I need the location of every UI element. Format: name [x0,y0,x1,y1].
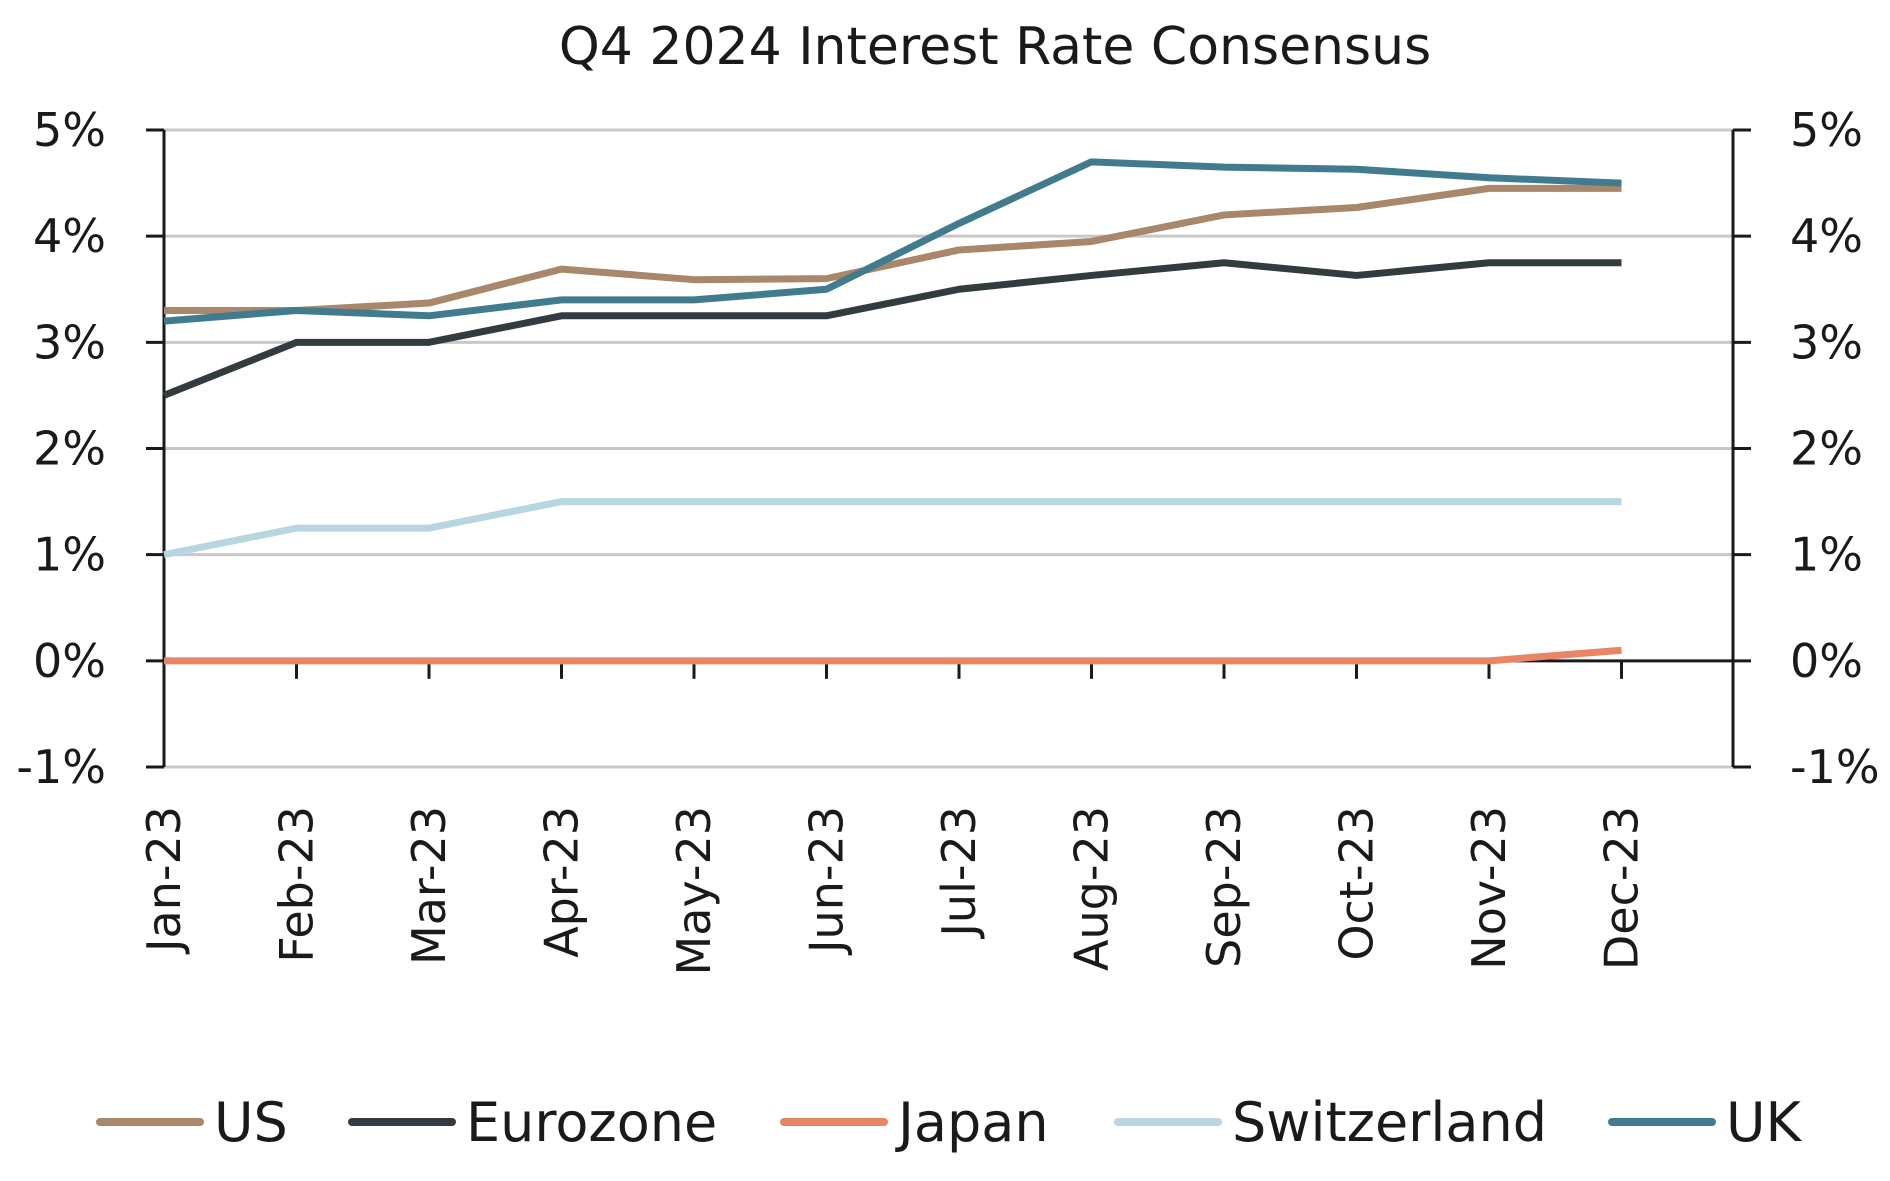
series-lines [162,158,1622,665]
series-line-uk [163,158,1622,325]
x-tick-label: May-23 [667,806,721,975]
y-tick-label-left: -1% [16,740,106,794]
y-tick-label-left: 4% [33,209,106,263]
y-tick-label-right: 2% [1790,422,1863,476]
legend-label: Eurozone [466,1091,717,1154]
legend-label: US [214,1091,288,1154]
legend-label: Switzerland [1232,1091,1547,1154]
y-tick-label-left: 5% [33,103,106,157]
legend-item-uk: UK [1608,1091,1803,1154]
y-tick-label-left: 2% [33,422,106,476]
legend-label: Japan [895,1091,1049,1154]
y-tick-label-right: 5% [1790,103,1863,157]
legend-item-japan: Japan [780,1091,1049,1154]
x-tick-label: Feb-23 [270,806,324,963]
y-tick-label-left: 0% [33,634,106,688]
x-tick-label: Nov-23 [1462,806,1516,970]
series-line-switzerland [163,498,1622,559]
x-tick-label: Dec-23 [1595,806,1649,970]
x-tick-label: Mar-23 [402,806,456,965]
x-axis: Jan-23 Feb-23 Mar-23 Apr-23 May-23 Jun-23 Jul-… [137,660,1649,975]
legend-item-eurozone: Eurozone [348,1091,717,1154]
x-tick-label: Jan-23 [137,806,191,955]
x-tick-label: Jun-23 [800,806,854,956]
y-tick-label-left: 1% [33,528,106,582]
y-tick-label-left: 3% [33,315,106,369]
legend: US Eurozone Japan Switzerland UK [96,1091,1803,1154]
y-axis-left: -1% 0% 1% 2% 3% 4% 5% [16,103,164,794]
y-tick-label-right: 3% [1790,315,1863,369]
x-tick-label: Aug-23 [1065,806,1119,971]
series-line-japan [164,646,1622,665]
y-tick-label-right: 4% [1790,209,1863,263]
series-line-us [164,184,1622,314]
legend-label: UK [1726,1091,1803,1154]
legend-item-us: US [96,1091,288,1154]
y-tick-label-right: -1% [1790,740,1880,794]
x-tick-label: Oct-23 [1330,806,1384,961]
y-tick-label-right: 0% [1790,634,1863,688]
chart-title: Q4 2024 Interest Rate Consensus [559,17,1431,77]
series-line-eurozone [162,259,1622,399]
legend-item-switzerland: Switzerland [1114,1091,1547,1154]
x-tick-label: Sep-23 [1197,806,1251,968]
x-tick-label: Jul-23 [932,806,986,940]
x-tick-label: Apr-23 [535,806,589,958]
y-axis-right: -1% 0% 1% 2% 3% 4% 5% [1733,103,1880,794]
y-tick-label-right: 1% [1790,528,1863,582]
